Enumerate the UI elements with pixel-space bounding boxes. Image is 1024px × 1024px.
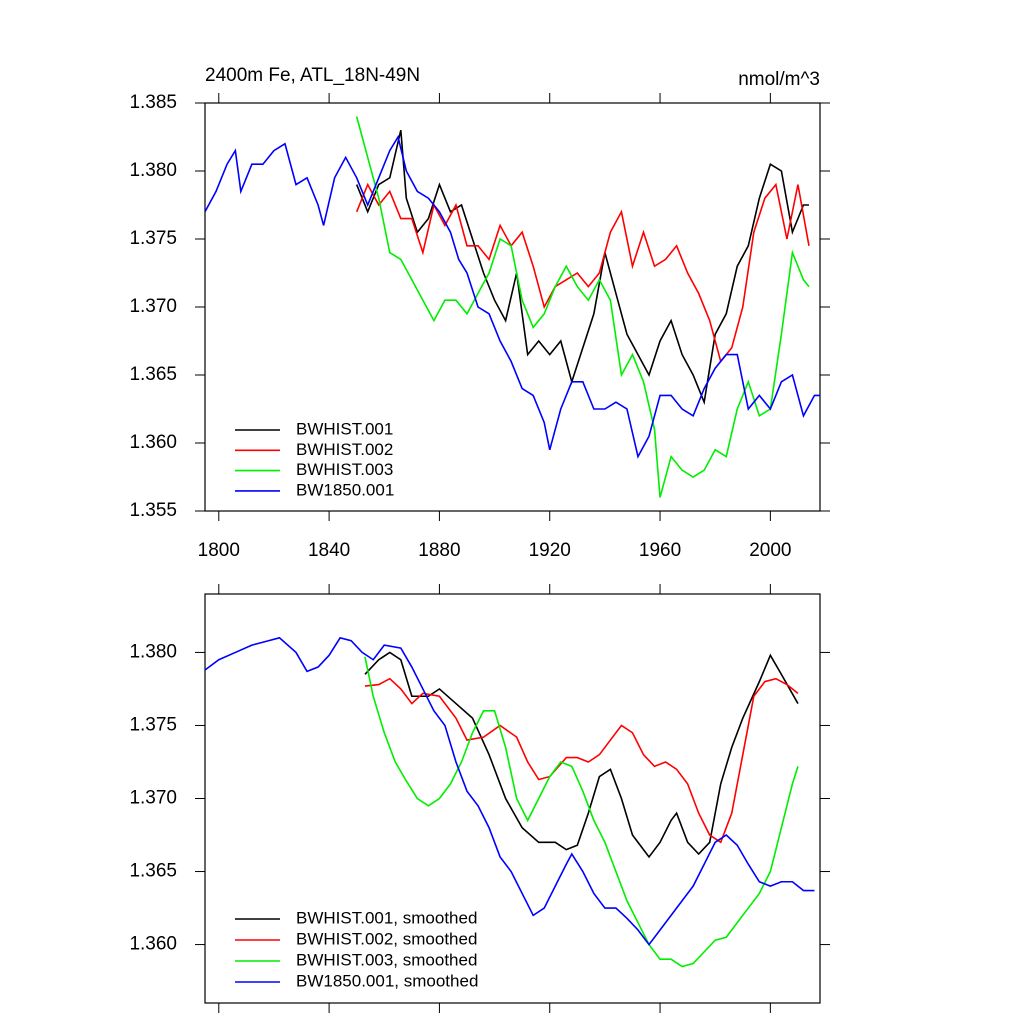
y-tick-label: 1.365 — [129, 861, 177, 882]
y-tick-label: 1.365 — [129, 364, 177, 385]
series-line — [364, 677, 799, 844]
y-tick-label: 1.355 — [129, 500, 177, 521]
series-line — [355, 130, 809, 406]
y-tick-label: 1.360 — [129, 934, 177, 955]
y-tick-label: 1.375 — [129, 228, 177, 249]
units-label: nmol/m^3 — [738, 69, 820, 90]
x-tick-label: 1960 — [639, 540, 681, 561]
y-tick-label: 1.380 — [129, 641, 177, 662]
legend-label: BWHIST.003 — [296, 460, 393, 479]
legend-label: BWHIST.002 — [296, 440, 393, 459]
y-tick-label: 1.385 — [129, 92, 177, 113]
y-tick-label: 1.360 — [129, 432, 177, 453]
series-line — [355, 182, 810, 364]
legend-label: BWHIST.002, smoothed — [296, 929, 477, 948]
x-tick-label: 1840 — [308, 540, 350, 561]
y-tick-label: 1.370 — [129, 788, 177, 809]
y-tick-label: 1.380 — [129, 160, 177, 181]
chart-title: 2400m Fe, ATL_18N-49N — [205, 65, 420, 86]
series-line — [355, 116, 810, 498]
legend-label: BW1850.001 — [296, 480, 394, 499]
series-line — [204, 636, 815, 946]
x-tick-label: 1880 — [418, 540, 460, 561]
legend-label: BWHIST.003, smoothed — [296, 950, 477, 969]
series-line — [364, 651, 799, 859]
series-line — [364, 656, 799, 968]
y-tick-label: 1.375 — [129, 714, 177, 735]
x-tick-label: 1800 — [198, 540, 240, 561]
y-tick-label: 1.370 — [129, 296, 177, 317]
x-tick-label: 2000 — [749, 540, 791, 561]
x-tick-label: 1920 — [529, 540, 571, 561]
series-line — [204, 134, 820, 459]
legend-label: BW1850.001, smoothed — [296, 971, 478, 990]
legend-label: BWHIST.001 — [296, 419, 393, 438]
legend-label: BWHIST.001, smoothed — [296, 908, 477, 927]
